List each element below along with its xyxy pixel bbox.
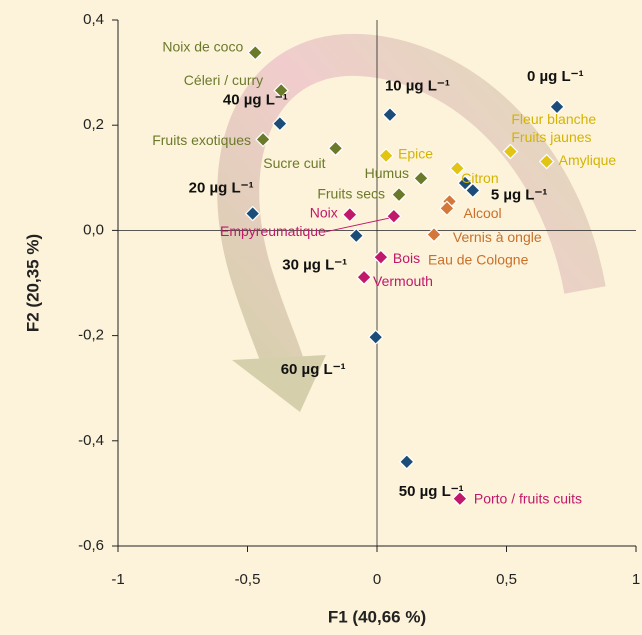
point-label: Sucre cuit — [263, 155, 325, 171]
data-point — [341, 206, 358, 223]
data-point — [378, 147, 394, 164]
data-point — [439, 200, 455, 217]
point-label: Epice — [398, 145, 433, 161]
y-tick-label: -0,2 — [78, 327, 104, 344]
y-tick-label: 0,4 — [83, 11, 104, 28]
x-tick-label: 0 — [373, 571, 381, 588]
point-label: 10 µg L⁻¹ — [385, 78, 450, 95]
point-label: Amylique — [559, 152, 617, 168]
point-label: Bois — [393, 250, 420, 266]
y-tick-label: -0,4 — [78, 432, 104, 449]
point-label: 0 µg L⁻¹ — [527, 68, 584, 85]
data-point — [247, 44, 264, 61]
y-axis-title: F2 (20,35 %) — [23, 234, 42, 332]
point-label: Céleri / curry — [184, 72, 263, 88]
point-label: Fruits secs — [317, 185, 385, 201]
point-label: Noix — [310, 204, 338, 220]
point-label: Alcool — [464, 205, 502, 221]
data-point — [373, 249, 389, 266]
data-point — [457, 175, 473, 191]
data-point — [426, 226, 442, 243]
data-point — [413, 170, 429, 187]
data-point — [549, 98, 565, 115]
point-label: 60 µg L⁻¹ — [281, 361, 346, 378]
point-label: Humus — [365, 165, 409, 181]
data-point — [391, 186, 407, 203]
data-point — [348, 227, 365, 244]
point-label: Vernis à ongle — [453, 229, 542, 245]
point-label: Fruits exotiques — [152, 132, 251, 148]
x-tick-label: 1 — [632, 571, 640, 588]
data-point — [272, 115, 288, 132]
y-tick-label: 0,2 — [83, 116, 104, 133]
data-point — [385, 208, 402, 225]
data-point — [273, 82, 290, 99]
data-point — [464, 182, 481, 199]
data-point — [244, 205, 261, 222]
y-tick-label: -0,6 — [78, 537, 104, 554]
point-label: Fruits jaunes — [511, 129, 591, 145]
point-label: 40 µg L⁻¹ — [223, 92, 288, 109]
data-point — [327, 140, 344, 157]
point-label: Citron — [461, 170, 498, 186]
leader-line — [323, 217, 389, 233]
data-point — [452, 490, 468, 507]
point-label: 20 µg L⁻¹ — [189, 180, 254, 197]
data-point — [382, 106, 398, 123]
y-tick-label: 0,0 — [83, 221, 104, 238]
point-label: Fleur blanche — [511, 111, 596, 127]
data-point — [367, 329, 384, 346]
point-label: 30 µg L⁻¹ — [282, 257, 347, 274]
x-tick-label: 0,5 — [496, 571, 517, 588]
data-point — [255, 131, 271, 148]
data-point — [538, 153, 555, 170]
point-label: 5 µg L⁻¹ — [491, 186, 548, 203]
point-label: Empyreumatique — [220, 223, 326, 239]
data-point — [449, 160, 466, 177]
point-label: Porto / fruits cuits — [474, 490, 582, 506]
point-label: Vermouth — [373, 273, 433, 289]
x-tick-label: -0,5 — [235, 571, 261, 588]
x-axis-title: F1 (40,66 %) — [328, 607, 426, 626]
plot-area: -1 -0,5 0 0,5 1 -0,6 -0,4 -0,2 0,0 0,2 0,4 F1 (40,6… — [23, 11, 640, 627]
data-point — [502, 143, 519, 160]
data-point — [356, 269, 372, 286]
point-label: Eau de Cologne — [428, 251, 529, 267]
data-point — [398, 453, 415, 470]
trend-arrow — [217, 33, 606, 412]
point-label: 50 µg L⁻¹ — [399, 483, 464, 500]
x-tick-label: -1 — [111, 571, 124, 588]
point-label: Noix de coco — [162, 38, 243, 54]
